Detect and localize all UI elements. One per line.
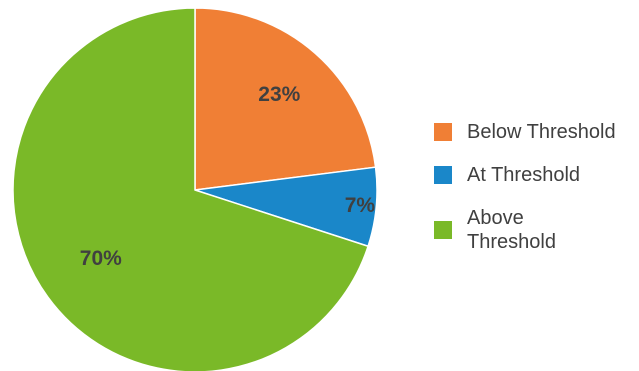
legend-swatch	[434, 123, 452, 141]
slice-label-above-threshold: 70%	[80, 247, 122, 270]
slice-label-below-threshold: 23%	[258, 83, 300, 106]
legend-item-above-threshold: Above Threshold	[434, 206, 634, 254]
chart-legend: Below Threshold At Threshold Above Thresho…	[434, 120, 634, 254]
slice-label-at-threshold: 7%	[345, 194, 376, 217]
legend-label: Below Threshold	[467, 121, 616, 143]
pie-chart: 23% 7% 70%	[12, 7, 378, 371]
pie-slice-below-threshold	[194, 7, 377, 191]
legend-label: At Threshold	[467, 164, 581, 186]
pie-slice-above-threshold	[12, 7, 370, 371]
legend-item-below-threshold: Below Threshold	[434, 120, 634, 144]
legend-label: Above Threshold	[467, 207, 556, 253]
legend-swatch	[434, 221, 452, 239]
legend-swatch	[434, 166, 452, 184]
legend-item-at-threshold: At Threshold	[434, 163, 634, 187]
